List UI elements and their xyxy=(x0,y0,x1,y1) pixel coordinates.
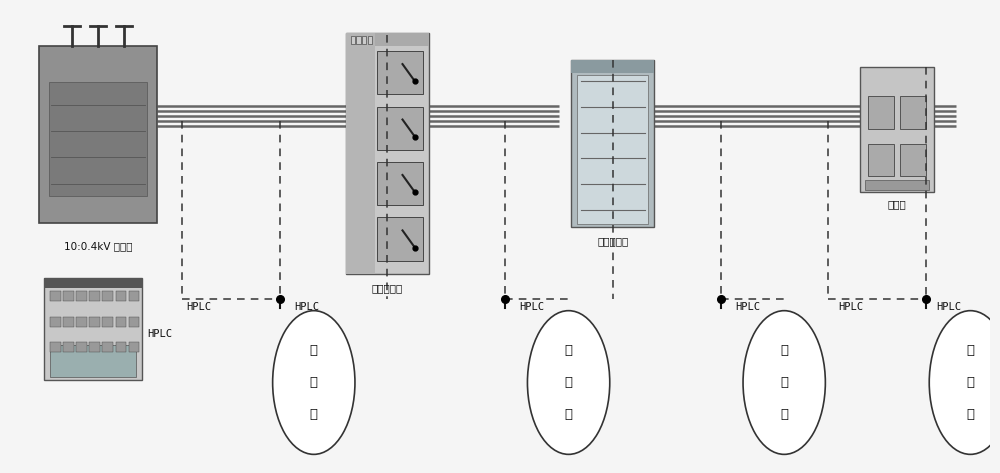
FancyBboxPatch shape xyxy=(577,75,648,224)
FancyBboxPatch shape xyxy=(346,33,375,273)
Bar xyxy=(129,317,139,327)
Text: 低压分支筱: 低压分支筱 xyxy=(597,236,628,246)
Text: HPLC: HPLC xyxy=(936,302,961,312)
Bar xyxy=(368,36,372,44)
Text: HPLC: HPLC xyxy=(520,302,545,312)
FancyBboxPatch shape xyxy=(900,144,926,176)
Text: 发: 发 xyxy=(780,376,788,389)
Text: 本: 本 xyxy=(565,344,573,357)
Bar xyxy=(89,342,100,352)
FancyBboxPatch shape xyxy=(377,106,423,150)
Ellipse shape xyxy=(273,311,355,455)
FancyBboxPatch shape xyxy=(900,96,926,129)
FancyBboxPatch shape xyxy=(346,33,429,273)
FancyBboxPatch shape xyxy=(44,278,142,289)
Bar xyxy=(76,291,87,301)
Text: 明: 明 xyxy=(966,408,974,421)
Text: 明: 明 xyxy=(780,408,788,421)
Bar xyxy=(102,291,113,301)
Text: HPLC: HPLC xyxy=(735,302,760,312)
Bar xyxy=(76,317,87,327)
Text: 发: 发 xyxy=(565,376,573,389)
Text: HPLC: HPLC xyxy=(294,302,319,312)
FancyBboxPatch shape xyxy=(377,162,423,205)
Bar xyxy=(116,342,126,352)
Text: 明: 明 xyxy=(565,408,573,421)
FancyBboxPatch shape xyxy=(50,345,136,377)
Text: 发: 发 xyxy=(966,376,974,389)
FancyBboxPatch shape xyxy=(865,180,929,190)
Text: 本: 本 xyxy=(780,344,788,357)
Bar xyxy=(63,317,74,327)
FancyBboxPatch shape xyxy=(868,96,894,129)
Text: 低压配电柜: 低压配电柜 xyxy=(372,283,403,293)
Bar xyxy=(50,342,61,352)
Text: 10:0.4kV 变压器: 10:0.4kV 变压器 xyxy=(64,241,132,251)
FancyBboxPatch shape xyxy=(571,61,654,73)
Bar xyxy=(362,36,366,44)
Bar xyxy=(63,291,74,301)
FancyBboxPatch shape xyxy=(44,278,142,380)
Bar xyxy=(89,317,100,327)
Bar xyxy=(116,317,126,327)
Bar xyxy=(76,342,87,352)
FancyBboxPatch shape xyxy=(860,67,934,193)
Ellipse shape xyxy=(743,311,825,455)
Bar xyxy=(129,342,139,352)
FancyBboxPatch shape xyxy=(377,51,423,95)
Bar xyxy=(116,291,126,301)
FancyBboxPatch shape xyxy=(571,61,654,227)
Bar xyxy=(50,291,61,301)
Text: 本: 本 xyxy=(310,344,318,357)
FancyBboxPatch shape xyxy=(868,144,894,176)
Text: HPLC: HPLC xyxy=(147,329,172,339)
FancyBboxPatch shape xyxy=(39,46,157,223)
Text: HPLC: HPLC xyxy=(186,302,211,312)
Text: 电表筱: 电表筱 xyxy=(888,200,906,210)
Ellipse shape xyxy=(527,311,610,455)
Text: 本: 本 xyxy=(966,344,974,357)
Bar xyxy=(356,36,361,44)
Bar xyxy=(50,317,61,327)
Bar xyxy=(102,342,113,352)
Ellipse shape xyxy=(929,311,1000,455)
Text: 明: 明 xyxy=(310,408,318,421)
Bar xyxy=(129,291,139,301)
FancyBboxPatch shape xyxy=(377,218,423,261)
FancyBboxPatch shape xyxy=(346,33,429,46)
FancyBboxPatch shape xyxy=(49,82,147,196)
Bar xyxy=(102,317,113,327)
Bar xyxy=(89,291,100,301)
Bar xyxy=(351,36,355,44)
Text: 发: 发 xyxy=(310,376,318,389)
Bar xyxy=(63,342,74,352)
Text: HPLC: HPLC xyxy=(838,302,863,312)
